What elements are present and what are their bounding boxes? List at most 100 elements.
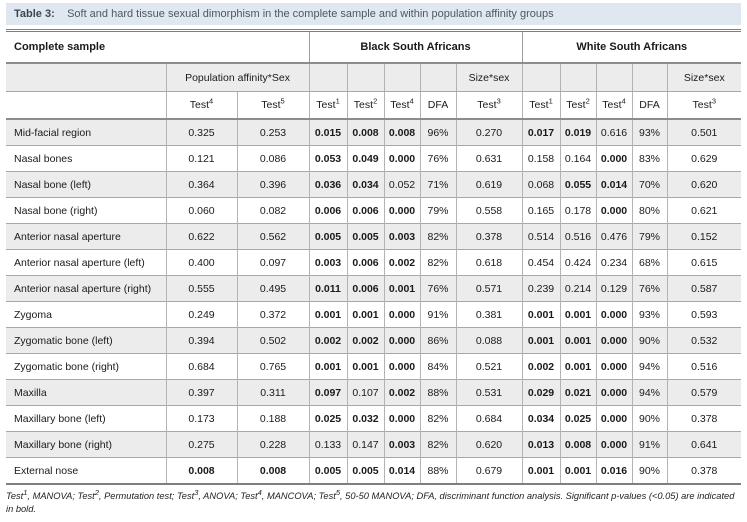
value-cell: 93% [631,301,668,328]
value-cell: 0.249 [165,301,237,328]
value-cell: 0.555 [165,275,237,302]
table-row: Anterior nasal aperture 0.622 0.562 0.005 0.… [6,223,742,250]
value-cell: 0.558 [455,197,523,224]
table-row: Maxillary bone (left) 0.173 0.188 0.025 0.03… [6,405,742,432]
value-cell: 0.270 [455,119,523,146]
value-cell: 94% [631,379,668,406]
value-cell: 0.325 [165,119,237,146]
col-header-empty [6,91,166,120]
value-cell: 0.014 [383,457,421,484]
value-cell: 0.532 [666,327,742,354]
value-cell: 0.001 [521,327,561,354]
subheader-population-affinity-sex: Population affinity*Sex [165,63,310,92]
value-cell: 0.017 [521,119,561,146]
value-cell: 0.000 [595,301,633,328]
col-header-white-test3: Test3 [666,91,742,120]
col-header-white-dfa: DFA [631,91,668,120]
value-cell: 0.394 [165,327,237,354]
value-cell: 0.029 [521,379,561,406]
value-cell: 79% [419,197,457,224]
value-cell: 90% [631,405,668,432]
value-cell: 91% [419,301,457,328]
value-cell: 0.002 [521,353,561,380]
value-cell: 0.006 [346,249,385,276]
value-cell: 0.001 [559,301,597,328]
value-cell: 0.000 [383,301,421,328]
footnote-superscript: 5 [335,487,341,497]
table-row: Nasal bone (left) 0.364 0.396 0.036 0.034 0.0… [6,171,742,198]
value-cell: 0.381 [455,301,523,328]
value-cell: 0.002 [346,327,385,354]
value-cell: 0.164 [559,145,597,172]
row-label: Zygomatic bone (left) [6,327,166,354]
subheader-empty [308,63,348,92]
value-cell: 0.000 [595,379,633,406]
value-cell: 0.641 [666,431,742,458]
row-label: Zygomatic bone (right) [6,353,166,380]
col-header-complete-test5: Test5 [236,91,310,120]
value-cell: 0.001 [559,457,597,484]
value-cell: 0.616 [595,119,633,146]
col-header-black-test4: Test4 [383,91,421,120]
col-header-white-test4: Test4 [595,91,633,120]
value-cell: 0.521 [455,353,523,380]
value-cell: 0.152 [666,223,742,250]
col-header-complete-test4: Test4 [165,91,237,120]
value-cell: 0.025 [559,405,597,432]
value-cell: 0.593 [666,301,742,328]
value-cell: 0.501 [666,119,742,146]
value-cell: 0.005 [346,223,385,250]
footnote-superscript: 3 [194,487,199,497]
value-cell: 82% [419,223,457,250]
value-cell: 0.005 [346,457,385,484]
table-row: Mid-facial region 0.325 0.253 0.015 0.008 0.0… [6,119,742,146]
value-cell: 82% [419,249,457,276]
value-cell: 0.034 [346,171,385,198]
col-header-black-dfa: DFA [419,91,457,120]
value-cell: 0.052 [383,171,421,198]
value-cell: 0.000 [595,197,633,224]
row-label: Zygoma [6,301,166,328]
value-cell: 0.002 [383,249,421,276]
value-cell: 86% [419,327,457,354]
row-label: External nose [6,457,166,484]
value-cell: 68% [631,249,668,276]
footnote-superscript: 4 [257,487,262,497]
value-cell: 94% [631,353,668,380]
col-header-white-test2: Test2 [559,91,597,120]
value-cell: 0.631 [455,145,523,172]
footnote-superscript: 2 [94,487,99,497]
table-row: Anterior nasal aperture (right) 0.555 0.49… [6,275,742,302]
value-cell: 0.036 [308,171,348,198]
value-cell: 0.000 [383,145,421,172]
value-cell: 0.001 [521,457,561,484]
table-row: Zygoma 0.249 0.372 0.001 0.001 0.000 91% 0.381 0… [6,301,742,328]
value-cell: 0.620 [455,431,523,458]
value-cell: 0.000 [383,353,421,380]
value-cell: 0.021 [559,379,597,406]
footnote-superscript: 1 [23,487,28,497]
value-cell: 0.158 [521,145,561,172]
subheader-size-sex-black: Size*sex [455,63,523,92]
value-cell: 0.516 [666,353,742,380]
value-cell: 0.396 [236,171,310,198]
value-cell: 0.234 [595,249,633,276]
value-cell: 0.587 [666,275,742,302]
value-cell: 0.378 [455,223,523,250]
value-cell: 0.000 [595,145,633,172]
table-row: Maxilla 0.397 0.311 0.097 0.107 0.002 88% 0.531… [6,379,742,406]
value-cell: 0.005 [308,223,348,250]
row-label: Nasal bone (right) [6,197,166,224]
value-cell: 0.097 [308,379,348,406]
value-cell: 0.097 [236,249,310,276]
value-cell: 0.000 [383,327,421,354]
value-cell: 93% [631,119,668,146]
value-cell: 0.615 [666,249,742,276]
group-header-row: Complete sample Black South Africans Whi… [6,30,742,64]
value-cell: 0.629 [666,145,742,172]
col-header-black-test3: Test3 [455,91,523,120]
value-cell: 0.378 [666,405,742,432]
value-cell: 83% [631,145,668,172]
value-cell: 0.006 [346,197,385,224]
data-table: Complete sample Black South Africans Whi… [6,29,742,485]
